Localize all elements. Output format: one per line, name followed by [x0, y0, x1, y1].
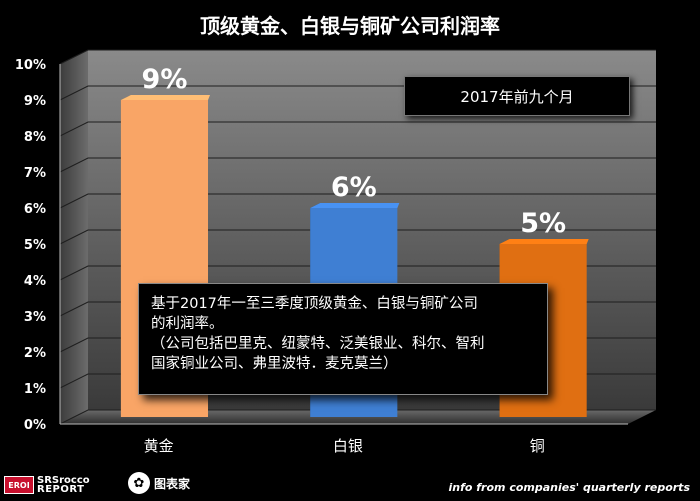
- y-tick-label: 6%: [24, 202, 46, 217]
- flower-icon: ✿: [128, 472, 150, 494]
- y-tick-label: 3%: [24, 310, 46, 325]
- x-category-label: 白银: [333, 437, 363, 455]
- note-box: 基于2017年一至三季度顶级黄金、白银与铜矿公司 的利润率。 （公司包括巴里克、…: [138, 283, 548, 395]
- y-tick-label: 1%: [24, 382, 46, 397]
- tubiaojia-logo-text: 图表家: [154, 476, 191, 491]
- gridline: [59, 193, 656, 209]
- source-note: info from companies' quarterly reports: [448, 481, 691, 494]
- data-label: 6%: [331, 172, 377, 203]
- x-category-label: 铜: [530, 437, 545, 455]
- bar-top: [120, 95, 211, 100]
- y-tick-label: 5%: [24, 238, 46, 253]
- note-line-3: （公司包括巴里克、纽蒙特、泛美银业、科尔、智利: [151, 336, 485, 352]
- y-tick-label: 0%: [24, 418, 46, 433]
- data-label: 5%: [520, 208, 566, 239]
- eroi-badge: EROI: [4, 476, 34, 494]
- note-line-2: 的利润率。: [151, 316, 224, 332]
- y-tick-label: 4%: [24, 274, 46, 289]
- gridline: [59, 229, 656, 245]
- gridline: [59, 49, 656, 65]
- gridline: [59, 157, 656, 173]
- logo-line-1: SRSrocco: [37, 475, 90, 486]
- y-tick-label: 8%: [24, 130, 46, 145]
- tubiaojia-logo: ✿ 图表家: [128, 470, 190, 496]
- y-tick-label: 9%: [24, 94, 46, 109]
- chart-title: 顶级黄金、白银与铜矿公司利润率: [200, 14, 500, 38]
- logo-line-2: REPORT: [37, 484, 85, 495]
- note-line-4: 国家铜业公司、弗里波特．麦克莫兰）: [151, 356, 398, 372]
- note-line-1: 基于2017年一至三季度顶级黄金、白银与铜矿公司: [151, 296, 478, 312]
- bar-top: [310, 203, 400, 208]
- data-label: 9%: [142, 64, 188, 95]
- x-category-label: 黄金: [144, 437, 174, 455]
- period-label-box: 2017年前九个月: [404, 76, 630, 116]
- srsrocco-logo: EROI SRSrocco REPORT: [4, 474, 116, 496]
- y-tick-label: 2%: [24, 346, 46, 361]
- period-label: 2017年前九个月: [460, 87, 574, 106]
- y-tick-label: 7%: [24, 166, 46, 181]
- gridline: [59, 265, 656, 281]
- y-tick-label: 10%: [15, 58, 46, 73]
- gridline: [59, 121, 656, 137]
- gridline: [59, 409, 656, 425]
- bar-top: [499, 239, 589, 244]
